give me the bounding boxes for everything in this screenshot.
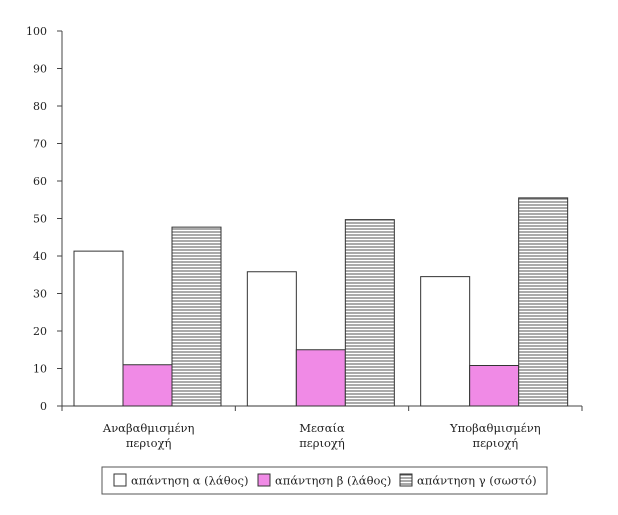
bar (246, 271, 297, 407)
bar (420, 276, 471, 407)
legend: απάντηση α (λάθος) απάντηση β (λάθος) απάν… (101, 466, 548, 495)
y-tick-label: 80 (33, 100, 47, 113)
bar (518, 197, 569, 407)
legend-swatch (399, 473, 413, 487)
bar (344, 219, 395, 407)
category-label: Μεσαία (299, 421, 345, 435)
y-tick-label: 70 (33, 138, 47, 151)
y-tick-label: 0 (40, 400, 47, 413)
legend-swatch (257, 473, 271, 487)
y-tick-label: 40 (33, 250, 47, 263)
bars (73, 197, 569, 407)
bar (122, 364, 173, 407)
category-label: Υποβαθμισμένη (449, 421, 541, 435)
labels: 0102030405060708090100Αναβαθμισμένηπεριο… (26, 25, 541, 450)
category-label: περιοχή (126, 436, 172, 450)
category-label: Αναβαθμισμένη (102, 421, 195, 435)
y-tick-label: 10 (33, 363, 47, 376)
y-tick-label: 60 (33, 175, 47, 188)
bar (171, 226, 222, 407)
y-tick-label: 50 (33, 213, 47, 226)
y-tick-label: 100 (26, 25, 47, 38)
legend-label: απάντηση α (λάθος) (131, 474, 248, 488)
y-tick-label: 30 (33, 288, 47, 301)
category-label: περιοχή (473, 436, 519, 450)
category-label: περιοχή (299, 436, 345, 450)
legend-swatch (113, 473, 127, 487)
bar (295, 349, 346, 407)
bar (73, 250, 124, 407)
bar (469, 365, 520, 407)
legend-box (101, 466, 548, 495)
legend-label: απάντηση γ (σωστό) (417, 474, 537, 488)
legend-label: απάντηση β (λάθος) (275, 474, 391, 488)
y-tick-label: 20 (33, 325, 47, 338)
y-tick-label: 90 (33, 63, 47, 76)
